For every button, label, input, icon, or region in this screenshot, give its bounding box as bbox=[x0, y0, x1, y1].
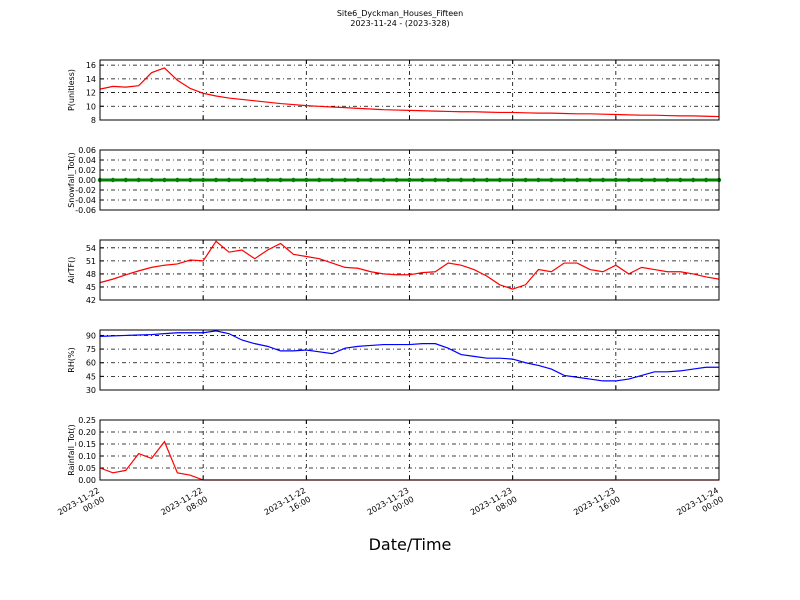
data-point bbox=[639, 177, 644, 183]
y-tick-label: 54 bbox=[86, 244, 96, 253]
plot-frame bbox=[99, 419, 720, 481]
x-tick-label: 2023-11-2300:00 bbox=[366, 486, 416, 526]
data-point bbox=[652, 177, 657, 183]
data-point bbox=[188, 177, 193, 183]
data-point bbox=[562, 177, 567, 183]
y-tick-label: 90 bbox=[86, 331, 96, 340]
data-point bbox=[278, 177, 283, 183]
data-line bbox=[99, 330, 719, 382]
x-tick-label: 2023-11-2316:00 bbox=[572, 486, 622, 526]
data-point bbox=[523, 177, 528, 183]
y-tick-label: 14 bbox=[86, 75, 96, 84]
data-point bbox=[691, 177, 696, 183]
data-point bbox=[678, 177, 683, 183]
y-tick-label: 0.20 bbox=[78, 428, 96, 437]
data-point bbox=[175, 177, 180, 183]
y-tick-label: 75 bbox=[86, 345, 96, 354]
y-tick-label: 0.15 bbox=[78, 440, 96, 449]
plot-frame bbox=[99, 329, 720, 391]
y-tick-label: 0.05 bbox=[78, 464, 96, 473]
y-tick-label: 0.04 bbox=[78, 156, 96, 165]
y-tick-label: 10 bbox=[86, 102, 96, 111]
data-point bbox=[368, 177, 374, 183]
data-point bbox=[407, 177, 412, 183]
data-point bbox=[587, 177, 593, 183]
plot-frame bbox=[99, 59, 720, 121]
y-tick-label: 0.00 bbox=[78, 476, 96, 485]
y-tick-label: 0.10 bbox=[78, 452, 96, 461]
data-point bbox=[200, 177, 206, 183]
x-tick-label: 2023-11-2216:00 bbox=[263, 486, 313, 526]
data-point bbox=[304, 177, 309, 183]
data-point bbox=[510, 177, 515, 183]
data-point bbox=[600, 177, 606, 183]
plot-frame bbox=[99, 149, 720, 211]
y-tick-label: -0.04 bbox=[75, 196, 96, 205]
data-point bbox=[265, 177, 270, 183]
y-tick-label: -0.06 bbox=[75, 206, 96, 215]
data-point bbox=[626, 177, 631, 183]
y-axis-label: Snowfall_Tot() bbox=[67, 152, 76, 208]
data-point bbox=[703, 177, 709, 183]
data-point bbox=[329, 177, 335, 183]
x-tick-label: 2023-11-2200:00 bbox=[56, 486, 106, 526]
data-point bbox=[226, 177, 232, 183]
y-tick-label: 12 bbox=[86, 89, 96, 98]
x-tick-label: 2023-11-2308:00 bbox=[469, 486, 519, 526]
data-point bbox=[355, 177, 361, 183]
y-axis-label: RH(%) bbox=[67, 347, 76, 372]
y-tick-label: 16 bbox=[86, 61, 96, 70]
y-tick-label: -0.02 bbox=[75, 186, 96, 195]
data-point bbox=[471, 177, 477, 183]
x-axis-label: Date/Time bbox=[369, 535, 452, 554]
data-point bbox=[149, 177, 154, 183]
data-point bbox=[110, 177, 116, 183]
data-point bbox=[239, 177, 245, 183]
data-line bbox=[99, 240, 720, 290]
data-point bbox=[420, 177, 425, 183]
data-point bbox=[317, 177, 322, 183]
data-point bbox=[136, 177, 141, 183]
y-tick-label: 60 bbox=[86, 359, 96, 368]
data-point bbox=[381, 177, 386, 183]
x-tick-label: 2023-11-2400:00 bbox=[675, 486, 725, 526]
data-point bbox=[252, 177, 257, 183]
y-tick-label: 45 bbox=[86, 372, 96, 381]
data-point bbox=[291, 177, 296, 183]
data-point bbox=[497, 177, 502, 183]
chart-subtitle: 2023-11-24 - (2023-328) bbox=[350, 19, 449, 28]
data-point bbox=[394, 177, 399, 183]
data-point bbox=[536, 177, 541, 183]
data-point bbox=[665, 177, 670, 183]
data-point bbox=[433, 177, 438, 183]
data-point bbox=[613, 177, 619, 183]
data-point bbox=[458, 177, 464, 183]
data-point bbox=[213, 177, 219, 183]
data-point bbox=[549, 177, 554, 183]
y-axis-label: AirTF() bbox=[67, 257, 76, 284]
y-tick-label: 0.25 bbox=[78, 416, 96, 425]
y-tick-label: 51 bbox=[86, 257, 96, 266]
y-axis-label: Rainfall_Tot() bbox=[67, 424, 76, 476]
chart-title: Site6_Dyckman_Houses_Fifteen bbox=[337, 9, 463, 18]
data-point bbox=[162, 177, 167, 183]
y-tick-label: 0.00 bbox=[78, 176, 96, 185]
y-tick-label: 30 bbox=[86, 386, 96, 395]
data-line bbox=[99, 67, 720, 118]
x-tick-label: 2023-11-2208:00 bbox=[159, 486, 209, 526]
y-tick-label: 0.06 bbox=[78, 146, 96, 155]
data-point bbox=[574, 177, 580, 183]
y-tick-label: 42 bbox=[86, 296, 96, 305]
data-point bbox=[342, 177, 348, 183]
y-tick-label: 8 bbox=[91, 116, 96, 125]
data-point bbox=[445, 177, 451, 183]
plot-frame bbox=[99, 239, 720, 301]
y-tick-label: 45 bbox=[86, 283, 96, 292]
data-point bbox=[484, 177, 490, 183]
y-tick-label: 48 bbox=[86, 270, 96, 279]
y-axis-label: P(unitless) bbox=[67, 69, 76, 111]
data-point bbox=[123, 177, 128, 183]
y-tick-label: 0.02 bbox=[78, 166, 96, 175]
